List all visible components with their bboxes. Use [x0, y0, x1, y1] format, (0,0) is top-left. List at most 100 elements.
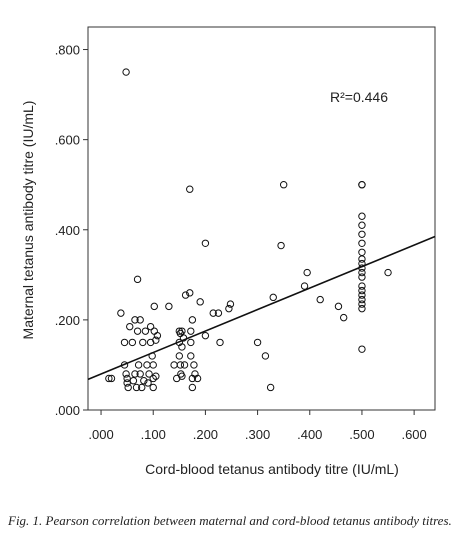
data-point [133, 275, 142, 284]
data-point [358, 295, 366, 304]
data-point [277, 241, 285, 250]
data-point [138, 383, 146, 392]
data-point [149, 383, 157, 392]
x-tick-label: .500 [349, 427, 374, 442]
data-point [150, 327, 158, 335]
r-squared-annotation: R²=0.446 [330, 89, 388, 105]
data-point [132, 383, 141, 392]
data-point [303, 268, 311, 277]
data-point [178, 343, 186, 351]
scatter-chart: .000 .100 .200 .300 .400 .500 .600 .000 .200 .40… [20, 26, 436, 477]
data-point [131, 316, 139, 324]
data-point [152, 336, 160, 344]
data-point [178, 372, 186, 380]
data-point [143, 361, 151, 369]
data-point [253, 338, 262, 347]
x-tick-label: .400 [297, 427, 322, 442]
data-point [120, 361, 129, 369]
data-point [358, 239, 366, 247]
data-point [358, 291, 366, 299]
data-point [358, 255, 366, 263]
data-point [358, 268, 366, 277]
data-point [176, 361, 185, 369]
data-point [193, 374, 202, 383]
data-point [358, 286, 366, 295]
data-point [134, 361, 143, 369]
data-point [358, 300, 366, 308]
data-point [187, 352, 195, 360]
data-point [358, 282, 366, 290]
data-point [150, 302, 158, 311]
data-point [188, 316, 197, 324]
data-point [384, 268, 392, 277]
data-point [190, 361, 198, 369]
data-point [126, 322, 134, 331]
data-point [178, 327, 186, 335]
data-point [179, 334, 188, 342]
x-ticks: .000 .100 .200 .300 .400 .500 .600 [88, 410, 427, 442]
data-point [358, 345, 366, 353]
data-point [358, 221, 366, 229]
plot-frame [87, 26, 436, 411]
data-point [358, 248, 366, 256]
data-point [269, 293, 277, 302]
data-point [300, 282, 309, 290]
figure-caption: Fig. 1. Pearson correlation between mate… [8, 513, 452, 528]
data-point [316, 295, 324, 304]
y-ticks: .000 .200 .400 .600 .800 [55, 43, 88, 418]
data-point [128, 338, 137, 347]
x-tick-label: .100 [141, 427, 166, 442]
regression-line [87, 235, 436, 381]
data-point [146, 322, 155, 331]
data-point [214, 309, 223, 317]
data-point [139, 338, 147, 347]
data-point [148, 352, 156, 360]
data-point [181, 291, 190, 299]
data-point [225, 304, 233, 313]
data-point [175, 352, 184, 360]
chart-svg: .000 .100 .200 .300 .400 .500 .600 .000 .200 .40… [20, 26, 436, 477]
data-point [141, 327, 150, 335]
x-tick-label: .300 [245, 427, 270, 442]
data-point [133, 327, 142, 335]
y-tick-label: .400 [55, 223, 80, 238]
data-point [196, 298, 204, 306]
data-point [123, 379, 131, 387]
data-point [105, 374, 113, 383]
y-tick-label: .600 [55, 133, 80, 148]
data-point [129, 377, 138, 385]
data-point [122, 370, 130, 378]
x-tick-label: .000 [88, 427, 113, 442]
data-point [145, 370, 153, 378]
data-point [358, 273, 366, 281]
data-point [334, 302, 343, 311]
data-point [201, 331, 210, 340]
x-tick-label: .200 [193, 427, 218, 442]
data-point [186, 185, 194, 193]
data-point [358, 264, 366, 272]
data-point [123, 374, 131, 383]
data-point [187, 327, 195, 335]
data-point [122, 68, 130, 76]
data-point [153, 331, 162, 340]
data-point [117, 309, 125, 317]
data-point [149, 361, 157, 369]
data-point [201, 239, 210, 247]
x-tick-label: .600 [401, 427, 426, 442]
data-point [216, 338, 224, 347]
data-point [180, 361, 189, 369]
data-point [266, 383, 275, 392]
data-point [261, 352, 270, 360]
data-point [358, 304, 366, 313]
data-point [140, 377, 148, 385]
data-point [187, 338, 195, 347]
data-point [136, 370, 144, 378]
data-point [120, 338, 129, 347]
data-point [226, 300, 235, 308]
data-point [358, 230, 366, 238]
data-point [152, 372, 160, 380]
data-point [107, 374, 116, 383]
y-axis-title: Maternal tetanus antibody titre (IU/mL) [20, 101, 36, 340]
points-layer [105, 68, 392, 392]
data-point [209, 309, 217, 317]
